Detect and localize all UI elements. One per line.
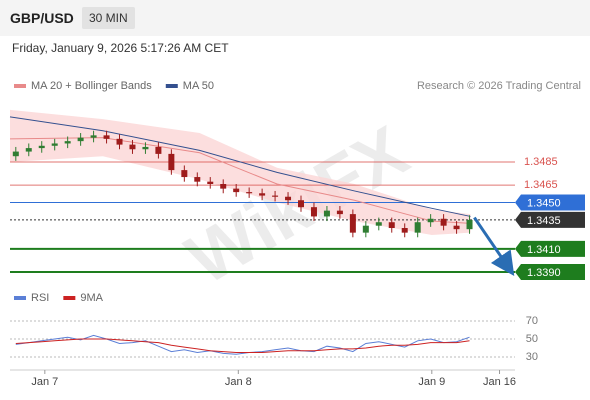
candle-body (129, 144, 136, 150)
x-tick-label: Jan 16 (483, 376, 516, 388)
legend-swatch (14, 84, 26, 88)
candle-body (298, 200, 305, 208)
candle-body (349, 214, 356, 233)
candle-body (440, 218, 447, 226)
source: Research © 2026 Trading Central (417, 80, 581, 92)
candle-body (207, 181, 214, 185)
y-tick-label: 30 (526, 351, 538, 363)
candle-body (168, 153, 175, 171)
candle-body (194, 177, 201, 182)
legend-swatch (165, 84, 178, 88)
candle-body (427, 218, 434, 223)
level-label: 1.3390 (527, 267, 561, 279)
candle-body (362, 225, 369, 233)
candle-body (155, 146, 162, 154)
rsi-line (15, 338, 470, 353)
legend-swatch (14, 296, 26, 300)
candle-body (466, 219, 473, 230)
candle-body (220, 184, 227, 189)
candle-body (51, 143, 58, 146)
legend-label: MA 50 (183, 80, 214, 92)
level-label: 1.3435 (527, 215, 561, 227)
timeframe-button[interactable]: 30 MIN (82, 7, 135, 29)
level-label: 1.3465 (524, 179, 558, 191)
candle-body (77, 137, 84, 142)
candle-body (64, 141, 71, 144)
candle-body (388, 222, 395, 229)
candle-body (25, 148, 32, 152)
x-tick-label: Jan 7 (31, 376, 58, 388)
candle-body (181, 170, 188, 178)
ma-line (9, 116, 471, 217)
candle-body (401, 228, 408, 233)
candle-body (142, 146, 149, 150)
legend-label: 9MA (80, 292, 103, 304)
candle-body (414, 222, 421, 233)
candle-body (233, 188, 240, 193)
candle-body (310, 207, 317, 217)
candle-body (453, 225, 460, 230)
candle-body (246, 192, 253, 194)
level-label: 1.3450 (527, 197, 561, 209)
candle-body (90, 135, 97, 138)
candle-body (323, 210, 330, 217)
legend-label: RSI (31, 292, 49, 304)
timestamp: Friday, January 9, 2026 5:17:26 AM CET (12, 41, 229, 55)
level-badge (515, 264, 585, 281)
level-label: 1.3410 (527, 244, 561, 256)
candle-body (103, 135, 110, 139)
level-badge (515, 240, 585, 257)
y-tick-label: 70 (526, 315, 538, 327)
candle-body (116, 138, 123, 145)
candle-body (38, 145, 45, 149)
x-tick-label: Jan 9 (418, 376, 445, 388)
candle-body (272, 195, 279, 197)
candle-body (375, 222, 382, 226)
candle-body (336, 210, 343, 215)
level-label: 1.3485 (524, 156, 558, 168)
header-bar: GBP/USD 30 MIN (0, 0, 590, 36)
level-badge (515, 211, 585, 228)
legend-label: MA 20 + Bollinger Bands (31, 80, 152, 92)
x-tick-label: Jan 8 (225, 376, 252, 388)
candle-body (259, 193, 266, 196)
candle-body (12, 151, 19, 157)
legend-swatch (63, 296, 76, 300)
symbol: GBP/USD (10, 10, 74, 26)
y-tick-label: 50 (526, 333, 538, 345)
level-badge (515, 194, 585, 211)
forecast-arrow (473, 216, 515, 276)
candle-body (285, 196, 292, 201)
